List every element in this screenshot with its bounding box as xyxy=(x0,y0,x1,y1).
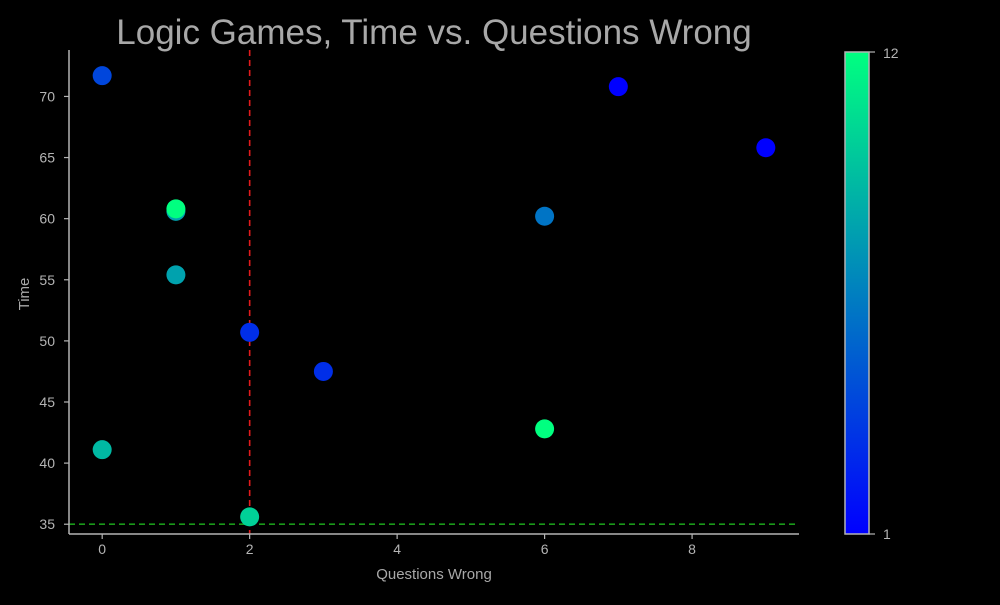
colorbar-label-max: 12 xyxy=(883,45,899,61)
reference-lines xyxy=(69,50,799,534)
data-point xyxy=(240,507,260,527)
y-tick-label: 70 xyxy=(39,88,55,104)
colorbar-gradient xyxy=(844,51,870,535)
chart-title: Logic Games, Time vs. Questions Wrong xyxy=(116,13,751,52)
x-ticks: 0 2 4 6 8 xyxy=(98,534,696,557)
x-tick-label: 6 xyxy=(541,541,549,557)
y-tick-label: 35 xyxy=(39,516,55,532)
x-tick-label: 0 xyxy=(98,541,106,557)
data-point xyxy=(535,206,555,226)
axes xyxy=(68,50,799,535)
y-axis-label: Time xyxy=(16,278,33,311)
y-tick-label: 60 xyxy=(39,211,55,227)
x-axis-label: Questions Wrong xyxy=(376,566,492,583)
y-tick-label: 45 xyxy=(39,394,55,410)
data-point xyxy=(240,322,260,342)
y-ticks: 35 40 45 50 55 60 65 70 xyxy=(39,88,69,532)
y-tick-label: 65 xyxy=(39,150,55,166)
data-point xyxy=(535,419,555,439)
data-point xyxy=(756,138,776,158)
data-points xyxy=(92,66,776,527)
data-point xyxy=(166,265,186,285)
x-tick-label: 4 xyxy=(393,541,401,557)
data-point xyxy=(608,77,628,97)
data-point xyxy=(92,440,112,460)
colorbar-label-min: 1 xyxy=(883,526,891,542)
x-tick-label: 8 xyxy=(688,541,696,557)
y-tick-label: 40 xyxy=(39,455,55,471)
data-point xyxy=(166,199,186,219)
data-point xyxy=(313,361,333,381)
data-point xyxy=(92,66,112,86)
colorbar: 1 12 xyxy=(844,45,899,542)
y-tick-label: 50 xyxy=(39,333,55,349)
x-tick-label: 2 xyxy=(246,541,254,557)
y-tick-label: 55 xyxy=(39,272,55,288)
